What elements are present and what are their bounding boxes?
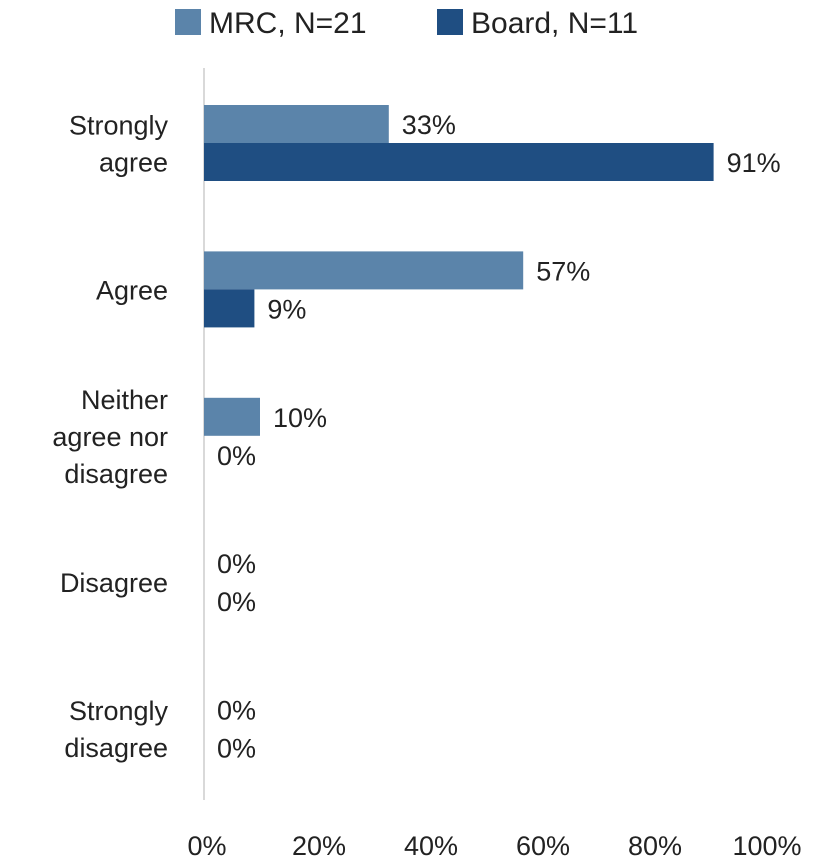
category-labels-group: Strongly agree Agree Neither agree nor disagr… <box>52 111 168 764</box>
x-tick-label-0: 0% <box>187 831 226 861</box>
bars-group <box>204 105 714 436</box>
category-label-1: Agree <box>96 275 168 305</box>
category-label-2: Neither agree nor disagree <box>52 385 168 489</box>
x-tick-label-2: 40% <box>404 831 458 861</box>
legend: MRC, N=21 Board, N=11 <box>175 7 638 40</box>
data-label-board-2: 0% <box>217 441 256 471</box>
bar-mrc-1 <box>204 251 524 290</box>
legend-label-board: Board, N=11 <box>471 7 638 40</box>
legend-swatch-mrc <box>175 9 201 35</box>
x-tick-label-5: 100% <box>732 831 801 861</box>
bar-board-0 <box>204 143 714 181</box>
category-label-4: Strongly disagree <box>64 696 168 763</box>
data-label-board-3: 0% <box>217 587 256 617</box>
category-label-3: Disagree <box>60 568 168 598</box>
data-label-board-0: 91% <box>727 148 781 178</box>
data-label-mrc-3: 0% <box>217 549 256 579</box>
bar-mrc-2 <box>204 397 260 436</box>
bar-mrc-0 <box>204 105 389 143</box>
legend-label-mrc: MRC, N=21 <box>209 7 367 40</box>
data-label-mrc-4: 0% <box>217 696 256 726</box>
data-labels-group: 33% 91% 57% 9% 10% 0% 0% 0% 0% 0% <box>217 110 781 764</box>
data-label-mrc-0: 33% <box>402 110 456 140</box>
x-tick-label-4: 80% <box>628 831 682 861</box>
legend-swatch-board <box>437 9 463 35</box>
data-label-board-4: 0% <box>217 734 256 764</box>
data-label-mrc-2: 10% <box>273 403 327 433</box>
bar-board-1 <box>204 289 255 328</box>
x-tick-label-3: 60% <box>516 831 570 861</box>
data-label-board-1: 9% <box>267 294 306 324</box>
x-tick-label-1: 20% <box>292 831 346 861</box>
x-tick-labels-group: 0% 20% 40% 60% 80% 100% <box>187 831 801 861</box>
category-label-0: Strongly agree <box>69 111 169 178</box>
data-label-mrc-1: 57% <box>536 256 590 286</box>
